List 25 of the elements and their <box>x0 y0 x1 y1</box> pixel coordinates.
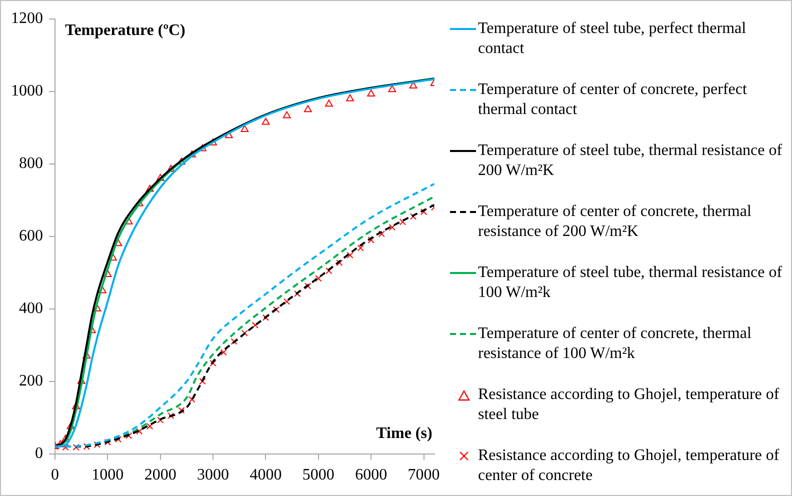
y-tick-label: 0 <box>35 445 43 462</box>
legend-label: Temperature of steel tube, thermal resistance of 200 W/m²K <box>478 141 784 181</box>
x-tick-label: 1000 <box>92 466 124 484</box>
y-tick-label: 400 <box>19 300 43 318</box>
x-tick-label: 0 <box>51 466 59 484</box>
x-tick-label: 2000 <box>144 466 176 484</box>
y-tick-label: 1000 <box>11 82 43 100</box>
legend-label: Resistance according to Ghojel, temperature of steel tube <box>478 385 780 425</box>
x-tick-label: 4000 <box>250 466 282 484</box>
x-tick-label: 7000 <box>408 466 440 484</box>
legend-label: Temperature of center of concrete, perfect thermal contact <box>478 80 748 120</box>
x-axis-title: Time (s) <box>376 424 432 442</box>
legend-label: Temperature of steel tube, perfect thermal contact <box>478 19 748 59</box>
y-tick-label: 800 <box>19 155 43 172</box>
legend-label: Temperature of center of concrete, thermal resistance of 100 W/m²k <box>478 324 752 364</box>
y-tick-label: 1200 <box>11 10 43 28</box>
x-tick-label: 6000 <box>355 466 388 484</box>
legend-label: Resistance according to Ghojel, temperature of center of concrete <box>478 446 780 486</box>
legend-label: Temperature of steel tube, thermal resistance of 100 W/m²k <box>478 263 784 303</box>
y-tick-label: 600 <box>19 228 43 245</box>
y-axis-title: Temperature (ºC) <box>65 22 186 40</box>
y-tick-label: 200 <box>19 372 43 390</box>
legend-label: Temperature of center of concrete, thermal resistance of 200 W/m²K <box>478 202 752 242</box>
x-tick-label: 5000 <box>302 466 334 484</box>
x-tick-label: 3000 <box>197 466 230 484</box>
